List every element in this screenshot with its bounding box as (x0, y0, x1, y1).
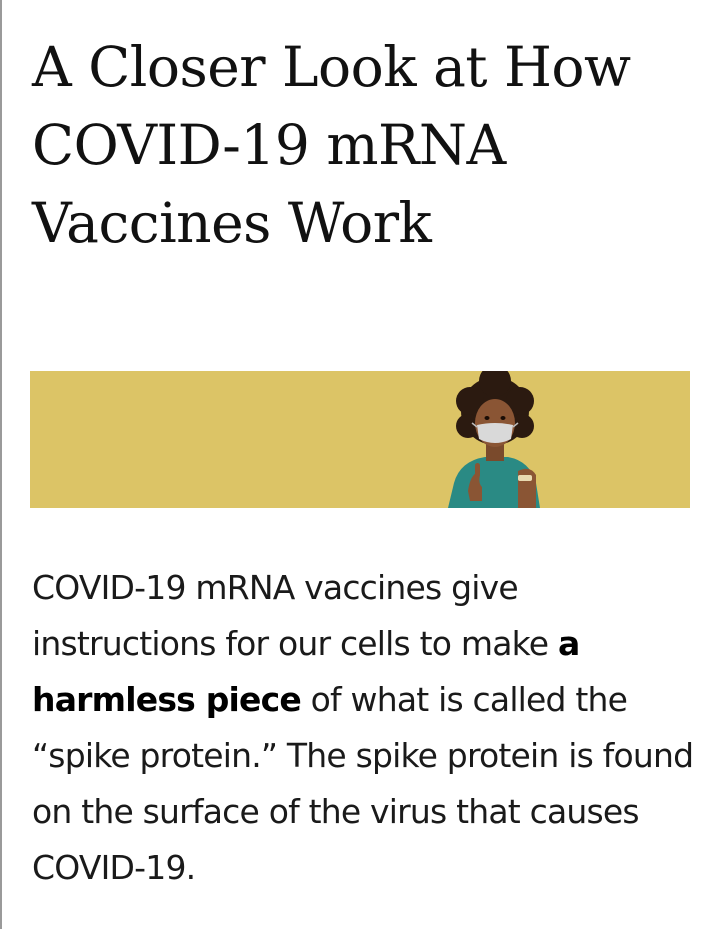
intro-text-end: of what is called the “spike protein.” T… (32, 680, 694, 887)
hero-banner (30, 371, 690, 508)
intro-text-start: COVID-19 mRNA vaccines give instructions… (32, 568, 558, 663)
left-border (0, 0, 2, 929)
masked-person-vaccinated-icon (448, 371, 540, 508)
page-title: A Closer Look at How COVID-19 mRNA Vacci… (32, 35, 631, 255)
intro-emphasis: a harmless piece (32, 624, 580, 719)
intro-paragraph: COVID-19 mRNA vaccines give instructions… (32, 560, 697, 896)
